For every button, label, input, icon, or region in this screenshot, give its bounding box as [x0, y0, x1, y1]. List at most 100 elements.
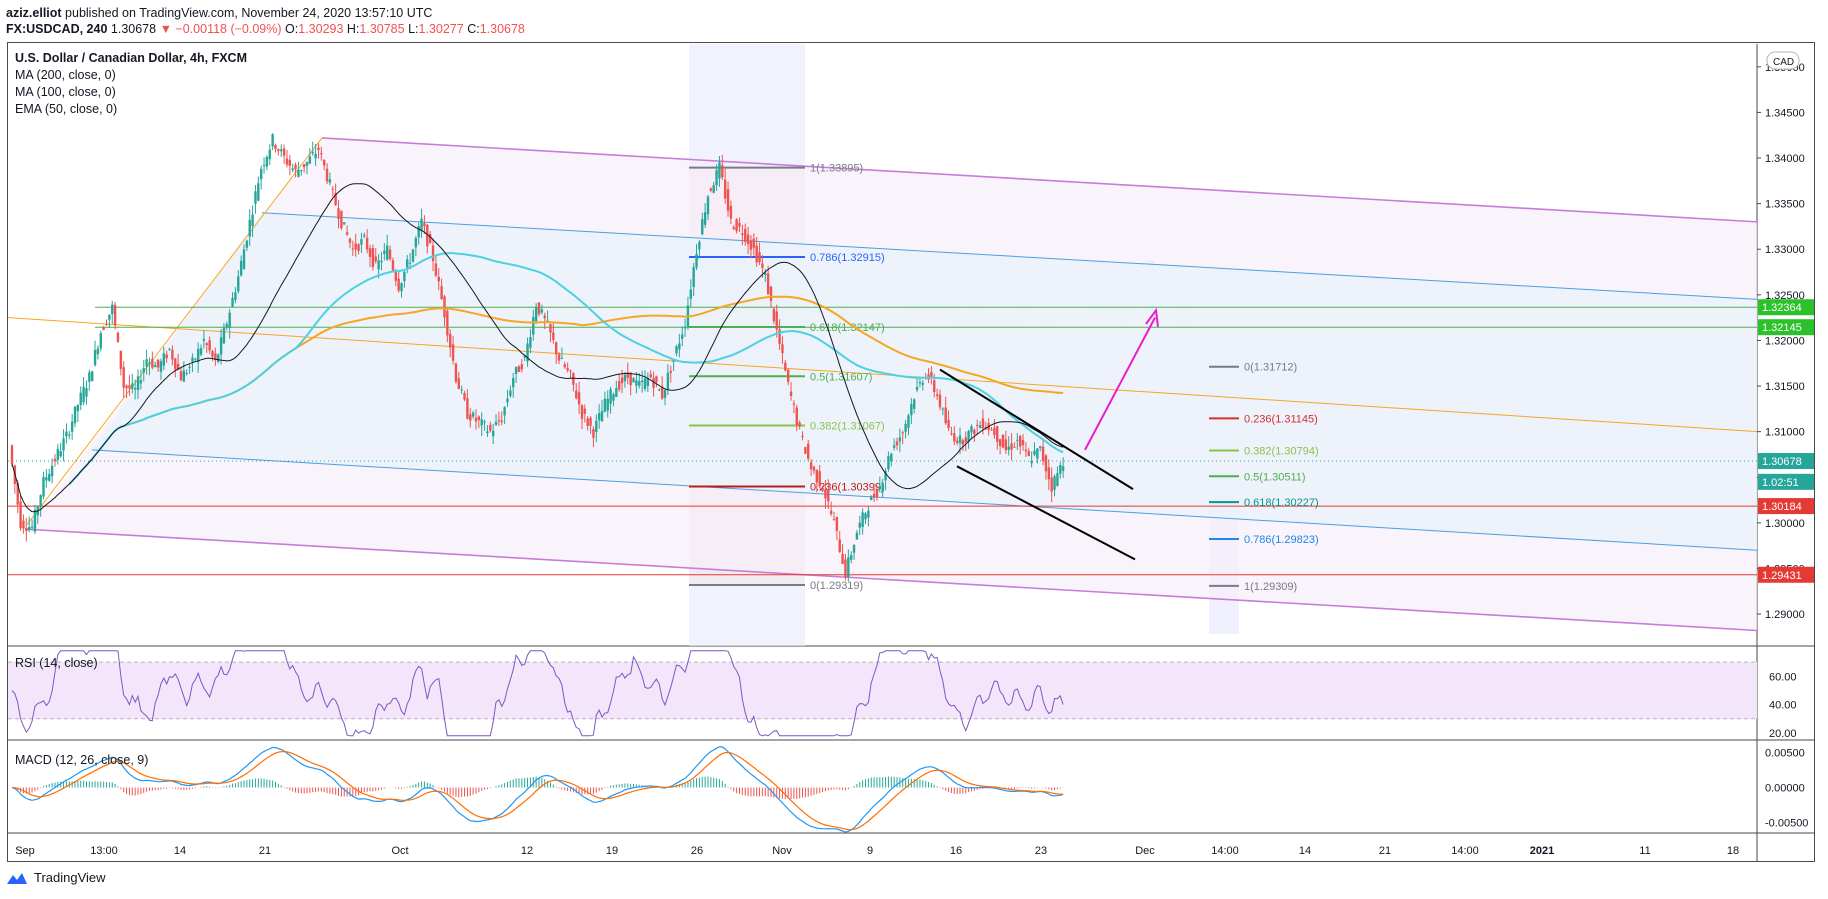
high-value: 1.30785: [359, 22, 405, 36]
candle-body: [477, 416, 481, 421]
candle-body: [102, 327, 105, 331]
candle-body: [597, 413, 601, 421]
candle-body: [205, 343, 208, 346]
low-value: 1.30277: [418, 22, 464, 36]
candle-body: [300, 169, 303, 171]
candle-body: [449, 333, 452, 348]
candle-body: [494, 421, 498, 425]
candle-body: [537, 302, 541, 315]
candle-body: [543, 315, 546, 319]
fib-level-label: 0(1.29319): [810, 580, 863, 592]
candle-body: [420, 218, 423, 231]
candle-body: [838, 539, 841, 553]
fib-level-label: 1(1.33895): [810, 163, 863, 175]
candle-body: [1024, 449, 1028, 452]
candle-body: [377, 260, 380, 270]
candle-body: [801, 436, 804, 438]
candle-body: [128, 385, 131, 389]
candle-body: [337, 208, 340, 219]
candle-body: [589, 417, 592, 426]
candle-body: [271, 134, 274, 147]
candle-body: [514, 366, 518, 374]
candle-body: [841, 553, 844, 565]
candle-body: [268, 149, 271, 160]
macd-legend[interactable]: MACD (12, 26, close, 9): [15, 753, 149, 767]
candle-body: [953, 433, 956, 442]
rsi-legend[interactable]: RSI (14, close): [15, 656, 98, 670]
candle-body: [403, 271, 406, 282]
candle-body: [738, 223, 741, 227]
candle-body: [33, 509, 37, 532]
candle-body: [328, 179, 332, 183]
candle-body: [752, 238, 756, 248]
candle-body: [692, 266, 695, 287]
candle-body: [626, 372, 629, 378]
candle-body: [320, 153, 323, 155]
candle-body: [572, 372, 575, 385]
candle-body: [471, 412, 475, 417]
time-tick-label: 14:00: [1451, 845, 1479, 857]
candle-body: [698, 241, 701, 250]
rsi-tick-label: 40.00: [1769, 700, 1797, 712]
time-tick-label: 13:00: [90, 845, 118, 857]
time-tick-label: 21: [1379, 845, 1391, 857]
candle-body: [632, 378, 635, 383]
candle-body: [809, 462, 813, 470]
close-value: 1.30678: [479, 22, 525, 36]
tradingview-logo-icon: [7, 872, 27, 884]
candle-body: [517, 366, 521, 372]
candle-body: [640, 380, 644, 383]
currency-button-label: CAD: [1773, 57, 1794, 68]
candle-body: [976, 425, 979, 427]
candle-body: [540, 309, 544, 313]
candle-body: [554, 342, 558, 355]
candle-body: [285, 158, 289, 165]
candle-body: [259, 168, 263, 180]
candle-body: [603, 398, 607, 412]
candle-body: [678, 343, 681, 350]
candle-body: [712, 185, 715, 193]
candle-body: [1053, 476, 1056, 490]
candle-body: [807, 443, 810, 459]
price-tick-label: 1.30000: [1765, 518, 1805, 530]
candle-body: [620, 377, 624, 384]
candle-body: [895, 441, 899, 446]
candle-body: [463, 393, 466, 400]
price-tick-label: 1.34500: [1765, 107, 1805, 119]
author-name[interactable]: aziz.elliot: [6, 6, 62, 20]
candle-body: [941, 408, 945, 410]
candle-body: [65, 431, 68, 437]
candle-body: [746, 234, 750, 245]
candle-body: [148, 362, 151, 365]
legend-ma200[interactable]: MA (200, close, 0): [15, 68, 116, 82]
candle-body: [898, 437, 902, 442]
candle-body: [443, 296, 446, 318]
candle-body: [703, 212, 707, 225]
candle-body: [689, 289, 692, 299]
price-label-badge: [1758, 566, 1814, 583]
candle-body: [892, 445, 896, 448]
legend-ema50[interactable]: EMA (50, close, 0): [15, 102, 118, 116]
candle-body: [744, 228, 747, 242]
footer-brand[interactable]: TradingView: [34, 870, 106, 885]
price-label-text: 1.32364: [1762, 302, 1802, 314]
candle-body: [824, 490, 827, 499]
candle-body: [1010, 443, 1013, 450]
candle-body: [858, 522, 861, 528]
candle-body: [16, 482, 19, 505]
candle-body: [489, 424, 492, 431]
candle-body: [219, 337, 223, 355]
candle-body: [45, 477, 48, 481]
candle-body: [245, 240, 249, 248]
candle-body: [870, 496, 873, 501]
legend-ma100[interactable]: MA (100, close, 0): [15, 85, 116, 99]
candle-body: [411, 249, 415, 262]
candle-body: [864, 513, 867, 520]
time-tick-label: 9: [867, 845, 873, 857]
candle-body: [282, 148, 286, 156]
candle-body: [638, 381, 641, 386]
fib-level-label: 0(1.31712): [1244, 362, 1297, 374]
candle-body: [457, 378, 461, 389]
time-tick-label: Oct: [391, 845, 408, 857]
